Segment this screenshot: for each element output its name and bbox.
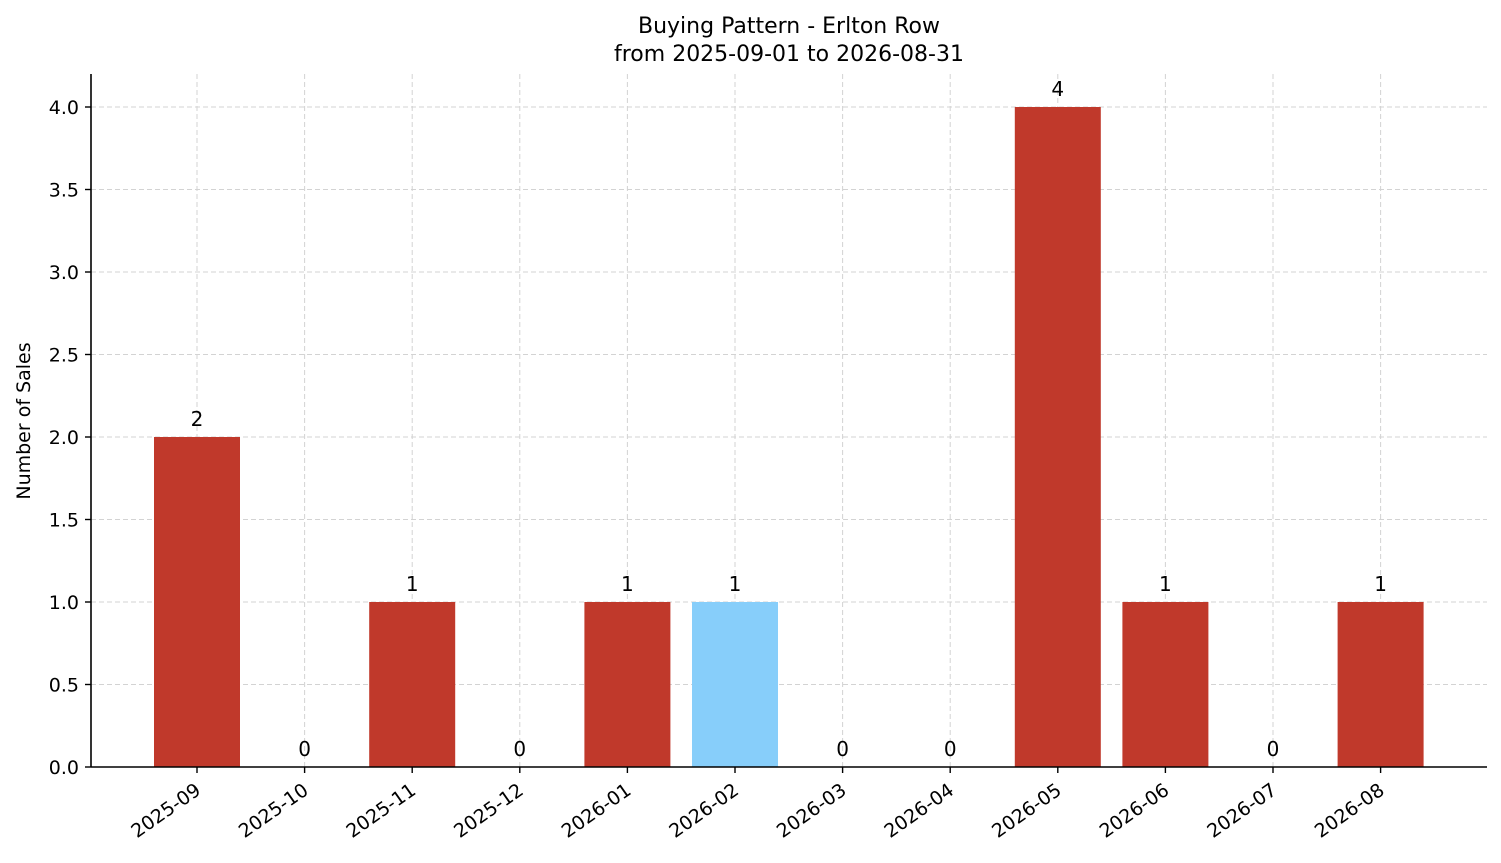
bars-layer [154, 107, 1424, 767]
x-tick-label-2026-06: 2026-06 [1096, 779, 1174, 843]
value-label-2026-08: 1 [1374, 572, 1387, 596]
bar-2026-01 [584, 602, 671, 767]
x-tick-label-2025-10: 2025-10 [235, 779, 313, 843]
bar-2026-06 [1122, 602, 1209, 767]
x-tick-label-2026-01: 2026-01 [558, 779, 636, 843]
y-tick-label: 3.0 [49, 262, 79, 284]
y-tick-label: 1.5 [49, 510, 79, 532]
value-label-2026-01: 1 [621, 572, 634, 596]
y-tick-label: 0.0 [49, 757, 79, 779]
x-tick-label-2026-04: 2026-04 [880, 779, 958, 843]
x-tick-label-2025-11: 2025-11 [342, 779, 420, 843]
bar-2025-11 [369, 602, 456, 767]
value-label-2025-12: 0 [513, 737, 526, 761]
x-tick-label-2026-05: 2026-05 [988, 779, 1066, 843]
value-label-2025-11: 1 [406, 572, 419, 596]
chart-subtitle: from 2025-09-01 to 2026-08-31 [614, 42, 964, 67]
value-label-2026-06: 1 [1159, 572, 1172, 596]
x-tick-label-2026-07: 2026-07 [1203, 779, 1281, 843]
bar-2026-02 [692, 602, 778, 767]
axes-layer [85, 74, 1487, 773]
value-label-2025-10: 0 [298, 737, 311, 761]
bar-2025-09 [154, 437, 240, 767]
x-tick-label-2026-08: 2026-08 [1311, 779, 1389, 843]
x-tick-label-2025-09: 2025-09 [127, 779, 205, 843]
x-tick-label-2026-02: 2026-02 [665, 779, 743, 843]
value-label-2026-07: 0 [1267, 737, 1280, 761]
bar-2026-08 [1337, 602, 1424, 767]
value-label-2025-09: 2 [191, 407, 204, 431]
value-label-2026-03: 0 [836, 737, 849, 761]
grid-layer [91, 74, 1487, 768]
y-tick-label: 2.5 [49, 345, 79, 367]
y-tick-label: 2.0 [49, 427, 79, 449]
x-tick-label-2026-03: 2026-03 [773, 779, 851, 843]
chart-title: Buying Pattern - Erlton Row [638, 14, 940, 39]
y-tick-label: 1.0 [49, 592, 79, 614]
value-label-2026-02: 1 [729, 572, 742, 596]
y-tick-label: 4.0 [49, 97, 79, 119]
y-axis-label: Number of Sales [13, 342, 35, 499]
y-tick-label: 3.5 [49, 180, 79, 202]
value-label-2026-04: 0 [944, 737, 957, 761]
bar-2026-05 [1014, 107, 1101, 767]
value-label-2026-05: 4 [1051, 77, 1064, 101]
y-tick-label: 0.5 [49, 675, 79, 697]
x-tick-label-2025-12: 2025-12 [450, 779, 528, 843]
